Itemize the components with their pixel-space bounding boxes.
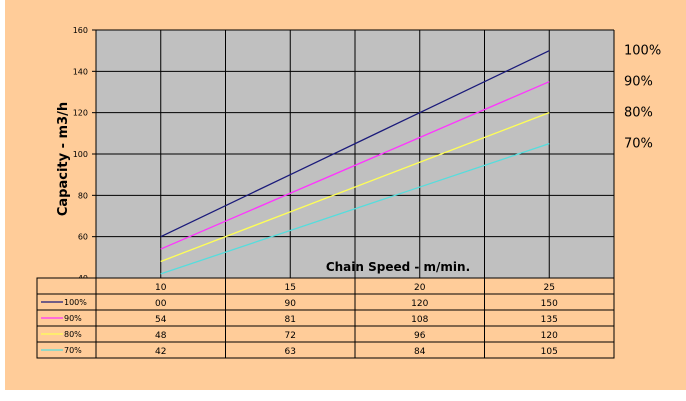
y-tick-label: 80 — [78, 191, 88, 200]
y-axis-label: Capacity - m3/h — [56, 102, 71, 216]
table-cell: 00 — [155, 299, 167, 309]
y-tick-label: 160 — [73, 26, 88, 35]
series-line — [160, 50, 550, 238]
table-cell: 120 — [411, 299, 428, 309]
y-tick-label: 120 — [73, 109, 88, 118]
legend-label: 90% — [64, 314, 82, 323]
x-tick-label: 25 — [544, 283, 555, 293]
table-cell: 42 — [155, 347, 166, 357]
legend-label: 100% — [64, 298, 87, 307]
table-cell: 150 — [541, 299, 558, 309]
series-lines — [160, 50, 550, 275]
legend-label: 80% — [64, 330, 82, 339]
series-line — [160, 143, 550, 275]
series-end-labels: 100% 90% 80% 70% — [624, 44, 661, 152]
table-cell: 120 — [541, 331, 558, 341]
y-tick-label: 140 — [73, 67, 88, 76]
table-cell: 63 — [285, 347, 296, 357]
table-cell: 81 — [285, 315, 296, 325]
y-tick-label: 100 — [73, 150, 88, 159]
series-end-label: 80% — [624, 106, 653, 121]
table-cell: 72 — [285, 331, 296, 341]
table-cell: 135 — [541, 315, 558, 325]
table-cell: 84 — [414, 347, 426, 357]
table-cell: 105 — [541, 347, 558, 357]
x-axis-label: Chain Speed - m/min. — [326, 260, 470, 274]
series-line — [160, 81, 550, 250]
table-cell: 108 — [411, 315, 428, 325]
x-tick-label: 10 — [155, 283, 167, 293]
table-cell: 54 — [155, 315, 167, 325]
legend-label: 70% — [64, 346, 82, 355]
table-cell: 96 — [414, 331, 426, 341]
series-end-label: 90% — [624, 75, 653, 90]
table-frame — [36, 277, 615, 359]
series-end-label: 70% — [624, 137, 653, 152]
series-line — [160, 112, 550, 263]
y-tick-label: 60 — [78, 233, 88, 242]
x-tick-label: 15 — [285, 283, 296, 293]
x-tick-label: 20 — [414, 283, 426, 293]
series-end-label: 100% — [624, 44, 661, 59]
data-table: 10 15 20 25 100% 00 90 120 150 90% 54 81 108 135 80% 48… — [36, 277, 615, 359]
table-cell: 48 — [155, 331, 167, 341]
table-cell: 90 — [285, 299, 297, 309]
